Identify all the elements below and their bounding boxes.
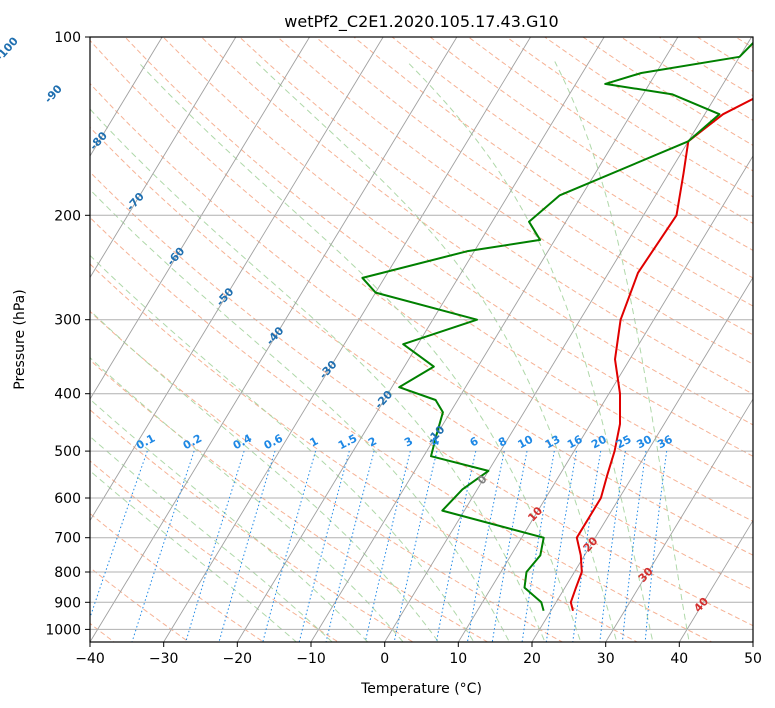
moist-adiabat: [255, 61, 618, 642]
y-tick-label: 800: [54, 565, 81, 581]
dry-adiabat: [276, 37, 753, 365]
dry-adiabat: [90, 409, 414, 642]
mixing-ratio-label: 10: [516, 433, 536, 452]
isotherm: [163, 37, 532, 642]
mixing-ratio-label: 25: [614, 433, 634, 452]
y-tick-label: 600: [54, 491, 81, 507]
dry-adiabat: [90, 460, 340, 642]
y-tick-label: 1000: [45, 622, 81, 638]
y-tick-label: 900: [54, 595, 81, 611]
isotherm: [310, 37, 679, 642]
isotherm: [605, 398, 753, 642]
mixing-ratio-label: 36: [655, 433, 675, 452]
dry-adiabat: [90, 359, 489, 642]
isotherm: [90, 37, 237, 279]
mixing-ratio-line: [572, 451, 602, 642]
mixing-ratio-line: [521, 451, 555, 642]
mixing-ratio-label: 20: [589, 433, 609, 452]
x-tick-label: −20: [223, 651, 253, 667]
dry-adiabat: [90, 263, 639, 642]
x-tick-label: 0: [380, 651, 389, 667]
background-lines: [90, 37, 753, 642]
mixing-ratio-line: [393, 450, 438, 642]
isotherm: [90, 37, 163, 157]
mixing-ratio-label: 30: [634, 433, 654, 452]
x-tick-label: −40: [75, 651, 105, 667]
y-tick-label: 500: [54, 444, 81, 460]
mixing-ratio-line: [185, 450, 245, 642]
plot-frame: [89, 36, 754, 643]
moist-adiabat: [406, 61, 654, 642]
chart-title: wetPf2_C2E1.2020.105.17.43.G10: [284, 12, 558, 32]
mixing-ratio-line: [131, 450, 195, 642]
mixing-ratio-line: [364, 450, 411, 642]
dry-adiabat: [90, 39, 753, 522]
y-tick-label: 400: [54, 387, 81, 403]
isotherm: [90, 37, 311, 400]
isotherm: [531, 276, 753, 642]
dry-adiabat: [90, 567, 190, 642]
moist-adiabat: [90, 435, 333, 642]
y-axis-title: Pressure (hPa): [12, 289, 28, 389]
x-tick-label: 40: [670, 651, 688, 667]
y-tick-label: 200: [54, 208, 81, 224]
isotherm: [457, 155, 753, 642]
isotherm: [90, 37, 384, 522]
mixing-ratio-line: [218, 450, 276, 642]
isotherm: [236, 37, 605, 642]
y-tick-label: 300: [54, 313, 81, 329]
mixing-ratio-line: [491, 451, 528, 642]
mixing-ratio-line: [325, 450, 375, 642]
dry-adiabat: [90, 310, 564, 642]
moist-adiabat: [90, 254, 475, 642]
mixing-ratio-line: [545, 451, 577, 642]
moist-adiabat: [90, 188, 510, 642]
dry-adiabat: [90, 126, 753, 591]
x-tick-label: −10: [296, 651, 326, 667]
mixing-ratio-line: [298, 450, 350, 642]
isotherm: [678, 519, 753, 642]
x-tick-label: 20: [523, 651, 541, 667]
mixing-ratio-line: [262, 450, 317, 642]
x-axis-title: Temperature (°C): [360, 681, 482, 697]
dry-adiabat: [238, 37, 753, 395]
dry-adiabat: [90, 512, 265, 642]
dry-adiabat: [353, 37, 753, 307]
sounding-line: [361, 41, 753, 612]
x-tick-label: −30: [149, 651, 179, 667]
moist-adiabat: [90, 357, 404, 642]
mixing-ratio-label: 13: [543, 433, 563, 452]
moist-adiabat: [90, 470, 298, 642]
y-tick-label: 700: [54, 531, 81, 547]
sounding-line: [569, 97, 753, 612]
mixing-ratio-line: [435, 450, 477, 642]
mixing-ratio-label: 16: [565, 433, 585, 452]
x-tick-label: 50: [744, 651, 762, 667]
moist-adiabat: [90, 108, 546, 642]
x-tick-label: 30: [597, 651, 615, 667]
x-tick-label: 10: [449, 651, 467, 667]
y-tick-label: 100: [54, 30, 81, 46]
moist-adiabat: [90, 309, 440, 642]
axes: −40 −30 −20 −10 0 10 20 30 40 50 100 200 300 400 500 60…: [45, 30, 762, 667]
isotherm: [90, 37, 458, 642]
dry-adiabat: [90, 216, 713, 642]
dry-adiabat: [90, 171, 753, 627]
isotherm: [384, 37, 753, 642]
dry-adiabat: [315, 37, 753, 336]
sounding-profiles: [361, 41, 753, 612]
